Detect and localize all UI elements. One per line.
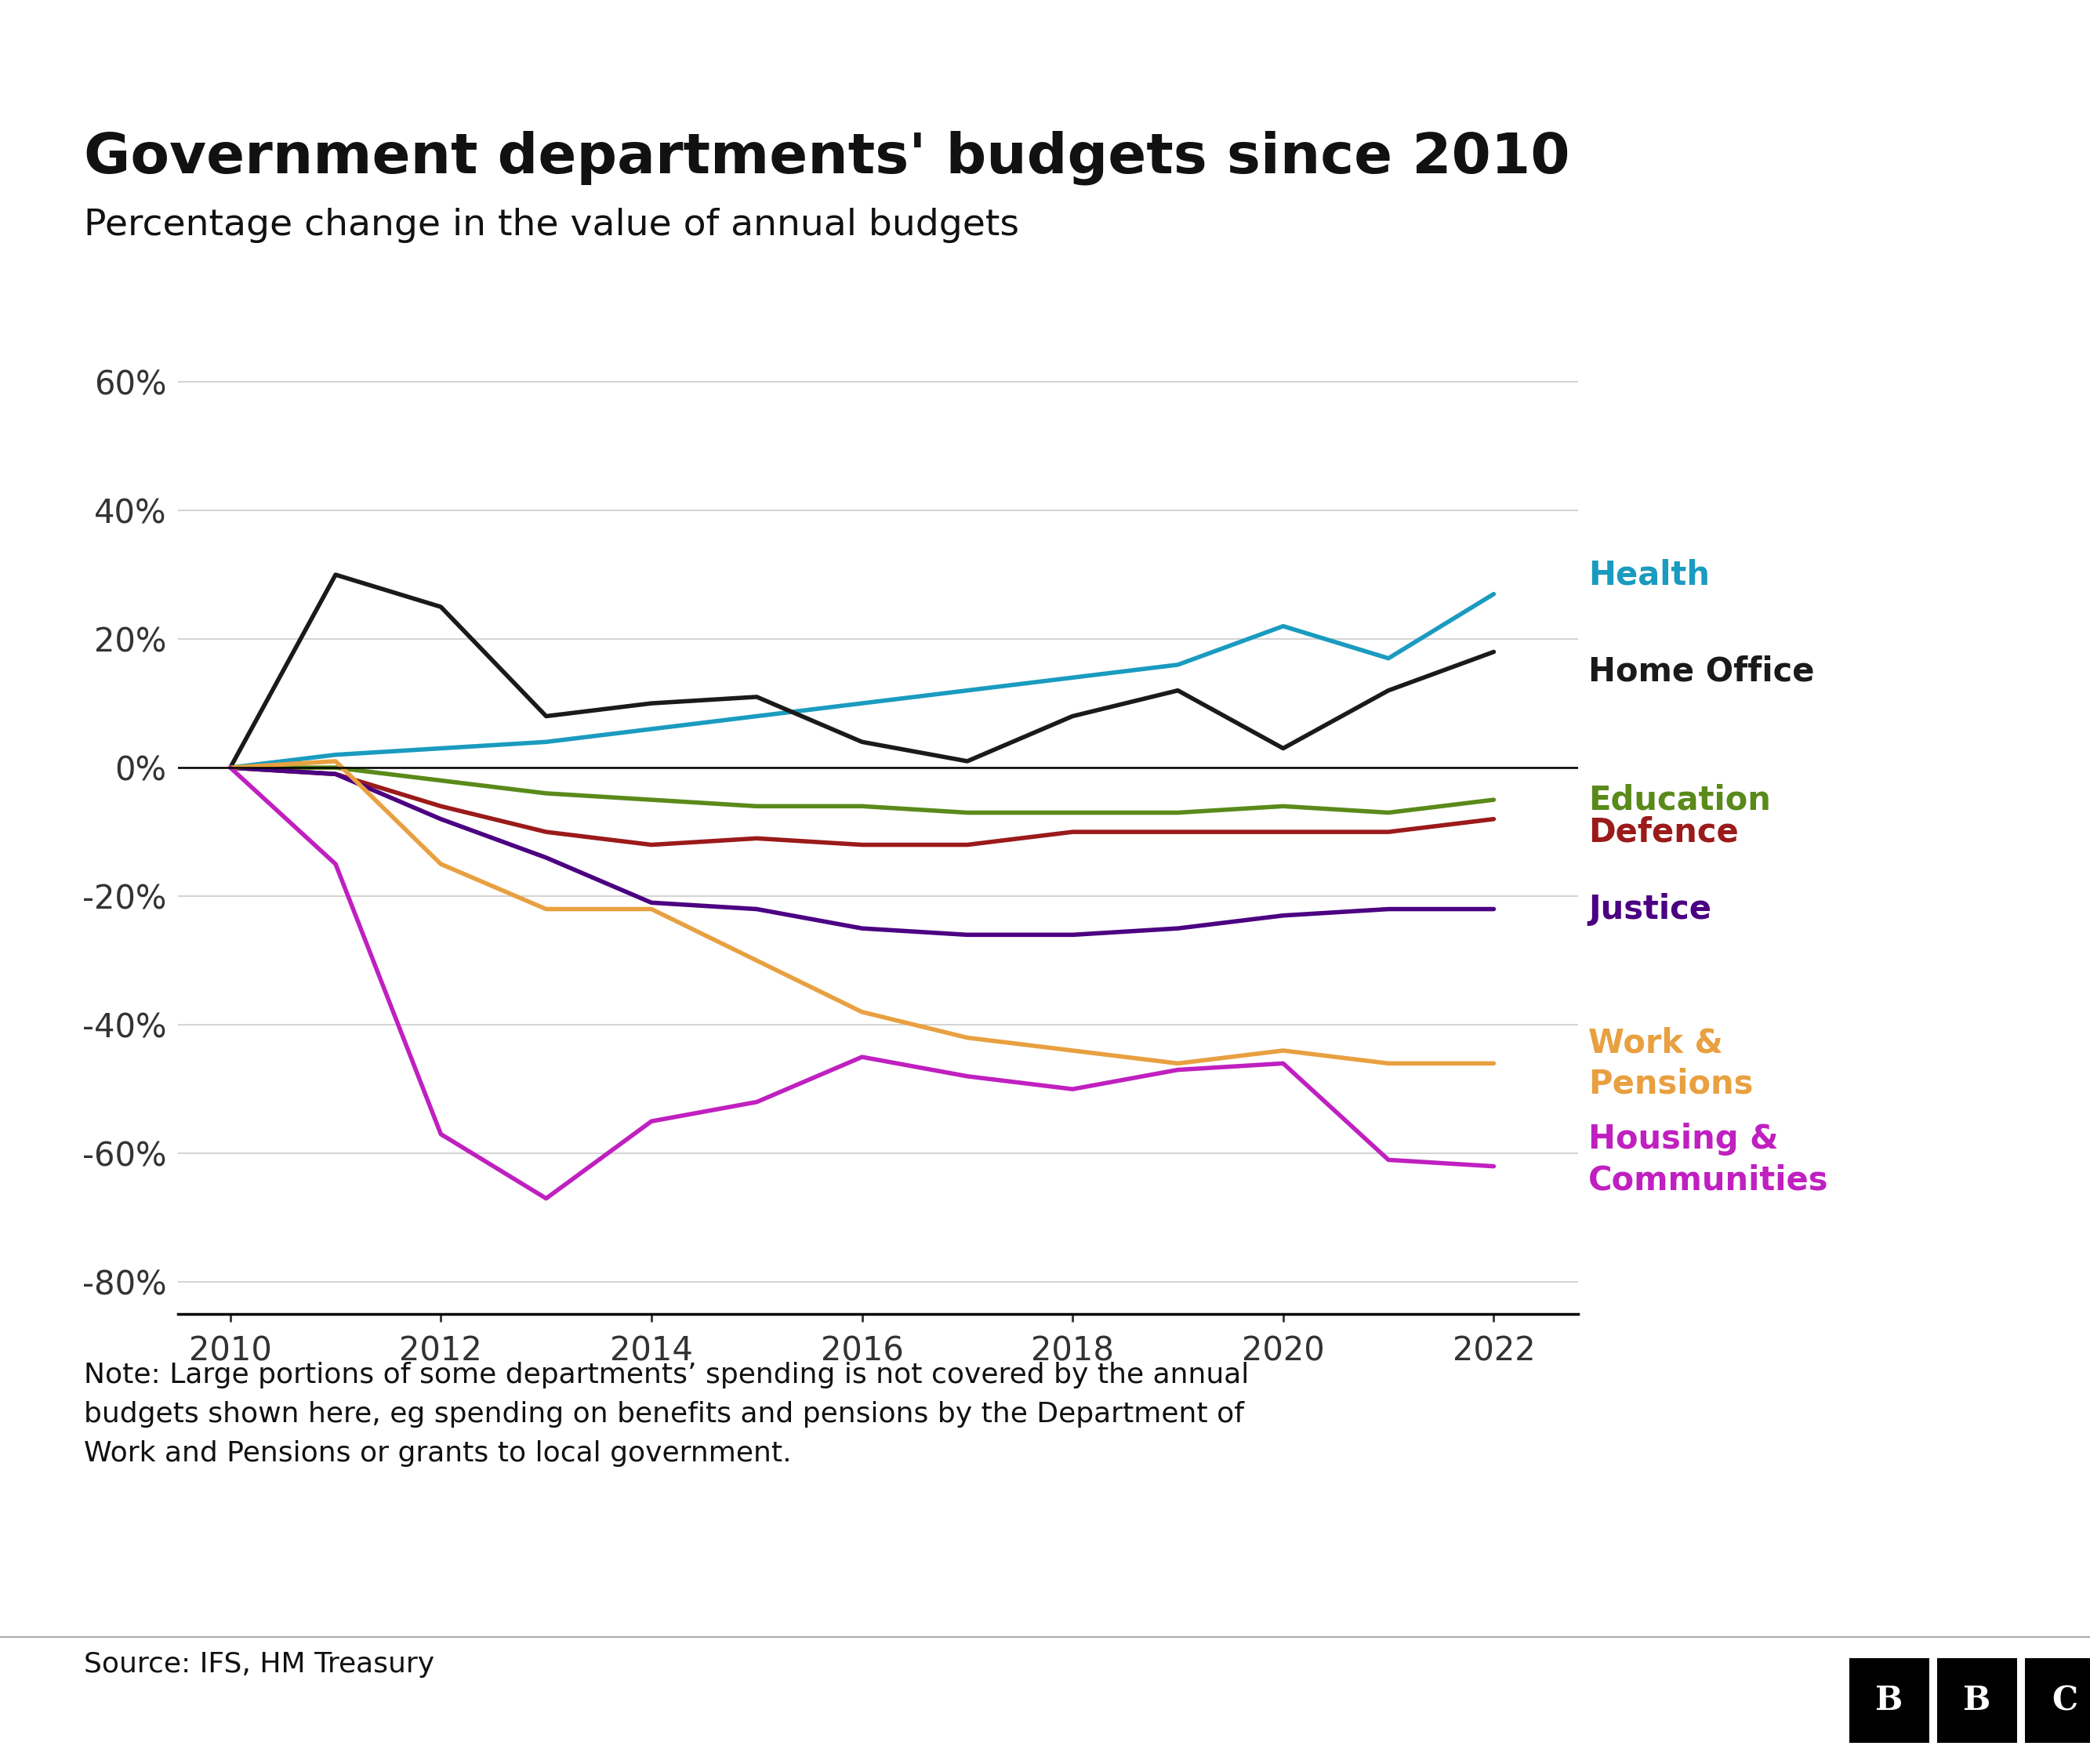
- Text: Percentage change in the value of annual budgets: Percentage change in the value of annual…: [84, 208, 1018, 243]
- Text: Note: Large portions of some departments’ spending is not covered by the annual
: Note: Large portions of some departments…: [84, 1362, 1248, 1468]
- Text: Defence: Defence: [1588, 815, 1739, 848]
- Text: Home Office: Home Office: [1588, 654, 1814, 688]
- Text: Work &
Pensions: Work & Pensions: [1588, 1027, 1754, 1101]
- Text: Health: Health: [1588, 557, 1710, 591]
- Text: B: B: [1875, 1685, 1904, 1716]
- Text: Source: IFS, HM Treasury: Source: IFS, HM Treasury: [84, 1651, 435, 1678]
- Text: Housing &
Communities: Housing & Communities: [1588, 1124, 1829, 1196]
- Text: Government departments' budgets since 2010: Government departments' budgets since 20…: [84, 131, 1570, 185]
- Text: B: B: [1963, 1685, 1992, 1716]
- Text: C: C: [2052, 1685, 2077, 1716]
- Text: Justice: Justice: [1588, 893, 1712, 926]
- Text: Education: Education: [1588, 783, 1770, 817]
